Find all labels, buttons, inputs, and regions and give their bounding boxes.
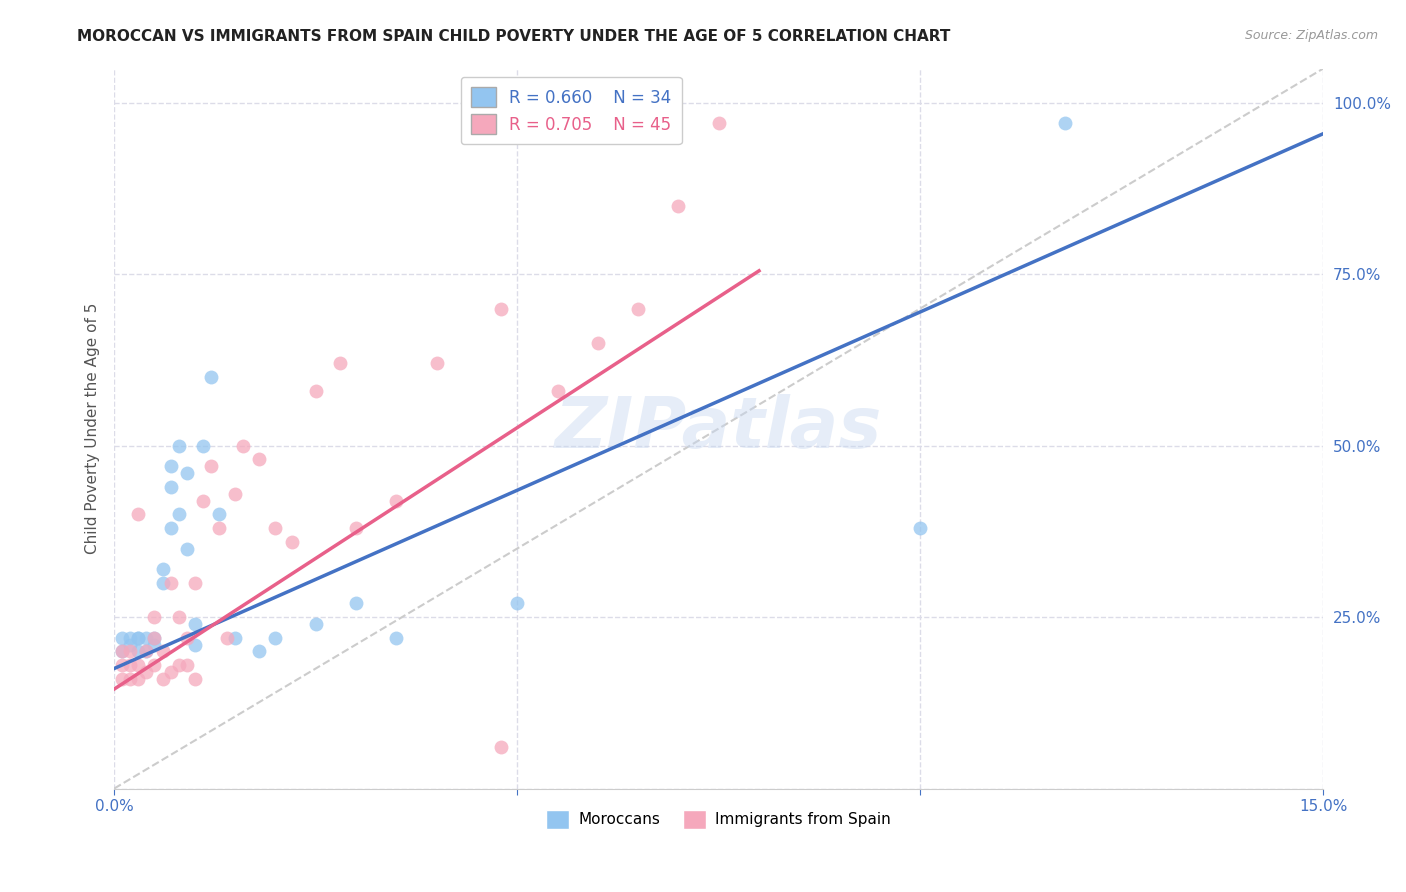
Point xyxy=(159,665,181,679)
Point xyxy=(159,459,181,474)
Point xyxy=(120,644,142,658)
Point xyxy=(135,644,157,658)
Point xyxy=(120,658,142,673)
Point xyxy=(159,575,181,590)
Point xyxy=(143,610,166,624)
Point xyxy=(184,575,207,590)
Point xyxy=(127,658,149,673)
Point xyxy=(127,644,149,658)
Point xyxy=(127,631,149,645)
Point xyxy=(191,493,214,508)
Point xyxy=(135,644,157,658)
Point xyxy=(586,335,609,350)
Point xyxy=(111,644,134,658)
Point xyxy=(167,439,190,453)
Point xyxy=(200,459,222,474)
Point xyxy=(120,638,142,652)
Point xyxy=(135,631,157,645)
Point xyxy=(184,638,207,652)
Point xyxy=(143,631,166,645)
Point xyxy=(707,116,730,130)
Point xyxy=(176,541,198,556)
Point xyxy=(152,672,174,686)
Point xyxy=(344,521,367,535)
Point xyxy=(200,370,222,384)
Point xyxy=(385,493,408,508)
Point xyxy=(120,672,142,686)
Point xyxy=(120,631,142,645)
Point xyxy=(305,616,328,631)
Point xyxy=(280,534,302,549)
Point xyxy=(127,631,149,645)
Point xyxy=(247,644,270,658)
Point xyxy=(176,631,198,645)
Point xyxy=(215,631,238,645)
Point xyxy=(111,672,134,686)
Point xyxy=(176,658,198,673)
Point xyxy=(167,610,190,624)
Point xyxy=(127,507,149,521)
Point xyxy=(264,631,287,645)
Point xyxy=(506,596,529,610)
Point xyxy=(232,439,254,453)
Point xyxy=(910,521,932,535)
Point xyxy=(627,301,650,316)
Point xyxy=(111,658,134,673)
Legend: Moroccans, Immigrants from Spain: Moroccans, Immigrants from Spain xyxy=(540,804,897,835)
Point xyxy=(208,521,231,535)
Point xyxy=(264,521,287,535)
Point xyxy=(143,638,166,652)
Point xyxy=(167,507,190,521)
Point xyxy=(152,644,174,658)
Point xyxy=(385,631,408,645)
Point xyxy=(489,740,512,755)
Point xyxy=(111,631,134,645)
Text: MOROCCAN VS IMMIGRANTS FROM SPAIN CHILD POVERTY UNDER THE AGE OF 5 CORRELATION C: MOROCCAN VS IMMIGRANTS FROM SPAIN CHILD … xyxy=(77,29,950,44)
Point xyxy=(191,439,214,453)
Point xyxy=(184,672,207,686)
Text: ZIPatlas: ZIPatlas xyxy=(555,394,883,463)
Point xyxy=(135,665,157,679)
Point xyxy=(668,199,690,213)
Point xyxy=(159,480,181,494)
Point xyxy=(208,507,231,521)
Point xyxy=(224,486,246,500)
Point xyxy=(344,596,367,610)
Point xyxy=(329,356,352,370)
Point xyxy=(547,384,569,398)
Point xyxy=(143,658,166,673)
Point xyxy=(247,452,270,467)
Point xyxy=(111,644,134,658)
Point xyxy=(176,466,198,480)
Point xyxy=(1054,116,1077,130)
Point xyxy=(224,631,246,645)
Point xyxy=(152,575,174,590)
Point xyxy=(143,631,166,645)
Text: Source: ZipAtlas.com: Source: ZipAtlas.com xyxy=(1244,29,1378,42)
Y-axis label: Child Poverty Under the Age of 5: Child Poverty Under the Age of 5 xyxy=(86,303,100,554)
Point xyxy=(184,616,207,631)
Point xyxy=(489,301,512,316)
Point xyxy=(127,672,149,686)
Point xyxy=(159,521,181,535)
Point xyxy=(426,356,449,370)
Point xyxy=(152,562,174,576)
Point xyxy=(167,658,190,673)
Point xyxy=(305,384,328,398)
